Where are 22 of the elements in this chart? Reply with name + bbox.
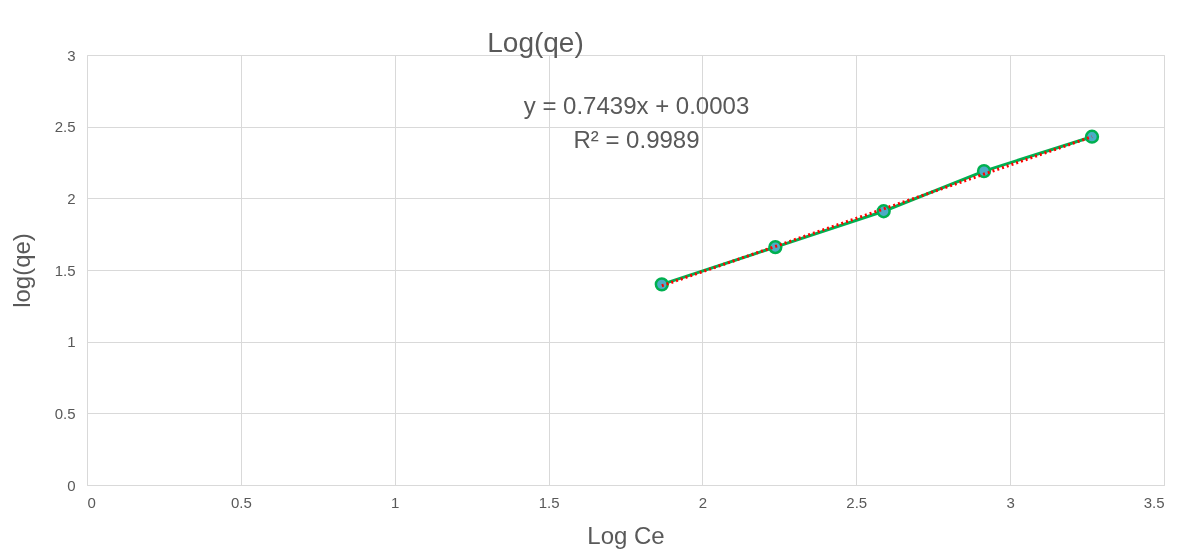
chart-title: Log(qe)	[487, 27, 584, 58]
point	[654, 277, 669, 292]
y-axis-title: log(qe)	[7, 233, 35, 308]
y-tick-label: 0.5	[54, 404, 76, 422]
x-tick-label: 1	[391, 493, 400, 511]
x-tick-label: 3	[1006, 493, 1015, 511]
annotation: R² = 0.9989	[573, 126, 700, 153]
y-tick-label: 2	[67, 189, 76, 207]
y-tick-label: 0	[67, 476, 76, 494]
y-tick-label: 2.5	[54, 118, 76, 136]
x-tick-label: 0.5	[230, 493, 252, 511]
y-tick-label: 1.5	[54, 261, 76, 279]
x-tick-label: 3.5	[1143, 493, 1165, 511]
y-tick-label: 3	[67, 46, 76, 64]
x-tick-label: 2	[698, 493, 708, 511]
x-axis-title: Log Ce	[587, 521, 665, 549]
x-tick-label: 1.5	[538, 493, 560, 511]
x-tick-label: 2.5	[846, 493, 868, 511]
point	[1084, 129, 1100, 144]
y-tick-label: 1	[67, 333, 76, 351]
x-tick-label: 0	[87, 493, 96, 511]
annotation: y = 0.7439x + 0.0003	[523, 92, 750, 119]
